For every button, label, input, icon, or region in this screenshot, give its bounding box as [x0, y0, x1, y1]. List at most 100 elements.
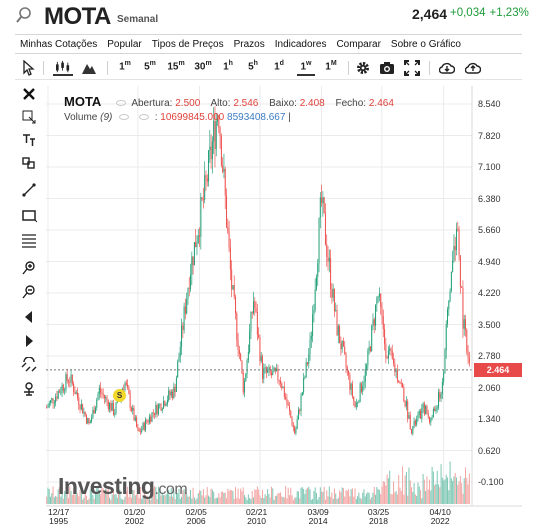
menu-my-quotes[interactable]: Minhas Cotações [20, 38, 98, 50]
candle-body [462, 287, 464, 329]
volume-bar [79, 490, 81, 504]
candle-body [92, 409, 94, 418]
candle-body [229, 247, 231, 270]
arrow-left-icon[interactable] [21, 309, 37, 325]
shapes-icon[interactable] [21, 155, 37, 171]
timeframe-1m[interactable]: 1m [119, 60, 131, 73]
download-icon[interactable] [439, 60, 455, 76]
volume-bar [331, 492, 333, 504]
upload-icon[interactable] [465, 60, 481, 76]
open-value: 2.500 [175, 98, 201, 109]
volume-bar [279, 492, 281, 504]
volume-bar [324, 499, 326, 504]
text-tool-icon[interactable] [21, 132, 37, 148]
candle-body [359, 383, 361, 402]
menu-popular[interactable]: Popular [107, 38, 142, 50]
candle-body [76, 392, 78, 398]
candle-body [150, 416, 152, 422]
candle-body [58, 391, 61, 393]
volume-bar [454, 472, 456, 504]
candle-body [151, 412, 153, 422]
close-label: Fecho: [335, 98, 367, 109]
zoom-out-icon[interactable] [21, 284, 37, 300]
timeframe-5m[interactable]: 5m [144, 60, 156, 73]
camera-icon[interactable] [379, 60, 395, 76]
settings-icon[interactable] [138, 113, 149, 120]
candle-body [450, 271, 452, 291]
candle-body [322, 197, 324, 204]
measure-icon[interactable] [21, 381, 37, 397]
timeframe-5h[interactable]: 5h [248, 60, 258, 73]
timeframe-1M[interactable]: 1M [325, 60, 337, 73]
timeframe-30m[interactable]: 30m [194, 60, 212, 73]
menu-timeframes[interactable]: Prazos [233, 38, 265, 50]
crosshair-icon[interactable] [21, 109, 37, 125]
visibility-icon[interactable] [119, 113, 130, 120]
timeframe-1h[interactable]: 1h [223, 60, 233, 73]
current-price-tag: 2.464 [474, 362, 522, 377]
timeframe-1w[interactable]: 1w [297, 60, 315, 76]
fibonacci-icon[interactable] [21, 232, 37, 248]
close-icon[interactable] [21, 86, 37, 102]
arrow-right-icon[interactable] [21, 333, 37, 349]
menu-about-chart[interactable]: Sobre o Gráfico [390, 38, 461, 50]
candle-body [333, 288, 335, 312]
timeframe-15m[interactable]: 15m [167, 60, 185, 73]
candle-body [94, 407, 96, 414]
volume-bar [430, 490, 432, 504]
trendline-icon[interactable] [21, 182, 37, 198]
candle-body [368, 346, 370, 351]
zoom-in-icon[interactable] [21, 260, 37, 276]
candle-body [411, 429, 413, 434]
volume-ma-value: 8593408.667 [227, 112, 286, 123]
candle-body [405, 401, 407, 407]
candles-icon[interactable] [53, 60, 73, 76]
volume-bar [238, 498, 240, 504]
volume-bar [147, 496, 149, 504]
search-icon[interactable] [15, 6, 33, 26]
volume-bar [256, 486, 258, 504]
candle-body [413, 420, 415, 427]
volume-bar [246, 499, 248, 504]
volume-bar [261, 490, 264, 504]
close-value: 2.464 [368, 98, 394, 109]
candle-body [128, 387, 130, 394]
candle-body [197, 235, 199, 243]
candle-body [466, 329, 468, 352]
candle-body [252, 301, 255, 314]
candle-body [390, 348, 392, 351]
volume-bar [97, 487, 99, 504]
mountain-icon[interactable] [81, 60, 97, 76]
split-event-marker[interactable]: S [113, 389, 126, 402]
fullscreen-icon[interactable] [404, 60, 420, 76]
volume-bar [413, 483, 415, 504]
cursor-icon[interactable] [21, 60, 35, 76]
volume-bar [393, 481, 395, 504]
volume-bar [264, 494, 266, 504]
magnet-icon[interactable] [21, 357, 37, 373]
candle-body [187, 288, 189, 300]
gear-icon[interactable] [355, 60, 371, 76]
candle-body [416, 418, 418, 425]
volume-bar [127, 486, 129, 504]
candle-body [279, 380, 281, 384]
candle-body [272, 371, 274, 376]
rectangle-icon[interactable] [21, 208, 37, 224]
menu-price-types[interactable]: Tipos de Preços [151, 38, 224, 50]
candle-body [62, 385, 64, 391]
candle-body [170, 391, 172, 396]
candle-body [202, 199, 204, 200]
visibility-icon[interactable] [116, 99, 127, 106]
timeframe-1d[interactable]: 1d [274, 60, 284, 73]
menu-compare[interactable]: Comparar [336, 38, 381, 50]
volume-bar [128, 497, 130, 504]
volume-bar [175, 493, 177, 504]
candle-body [70, 374, 72, 383]
volume-bar [199, 490, 201, 504]
volume-bar [423, 479, 425, 504]
candle-body [384, 329, 386, 345]
candle-body [372, 319, 374, 326]
candle-body [115, 402, 117, 414]
menu-indicators[interactable]: Indicadores [274, 38, 327, 50]
